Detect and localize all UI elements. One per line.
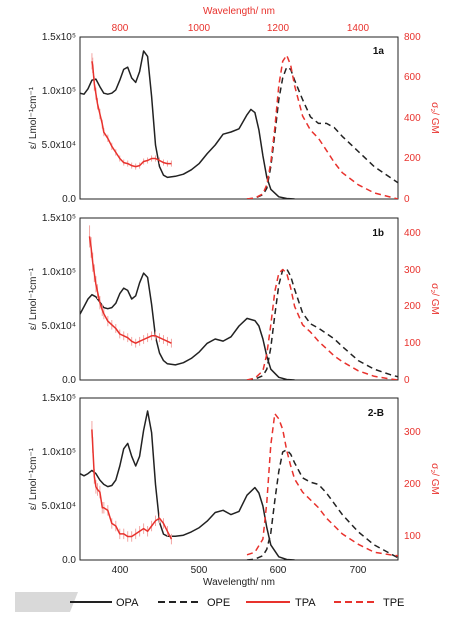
panel-1b-ytick-0: 0.0 (62, 375, 76, 386)
panel-1b-tpe-line (246, 268, 398, 380)
top-tick-1400: 1400 (347, 23, 370, 34)
panel-2b-ytick-1: 5.0x10⁴ (42, 501, 76, 512)
top-tick-1200: 1200 (267, 23, 290, 34)
panel-1b-tpa-line (88, 236, 172, 344)
panel-2b-tpe-line (246, 412, 398, 557)
x-tick-600: 600 (270, 565, 287, 576)
panel-1b-label: 1b (372, 228, 384, 239)
panel-2b: 2-B 0.0 5.0x10⁴ 1.0x10⁵ 1.5x10⁵ 100 200 … (28, 393, 440, 588)
panel-1b-rtick-3: 300 (404, 265, 421, 276)
panel-1a-ytick-3: 1.5x10⁵ (42, 32, 76, 43)
panel-1a: 1a 0.0 5.0x10⁴ 1.0x10⁵ 1.5x10⁵ 0 200 400… (28, 32, 440, 205)
panel-1b-opa-line (80, 272, 295, 380)
panel-1a-rtick-3: 600 (404, 72, 421, 83)
panel-2b-frame (79, 397, 399, 561)
panel-1b-rtick-2: 200 (404, 301, 421, 312)
panel-1a-ope-line (246, 66, 398, 199)
panel-2b-ytick-2: 1.0x10⁵ (42, 447, 76, 458)
panel-2b-ylabel-right: σ₂/ GM (429, 463, 440, 495)
panel-1a-series (80, 50, 398, 199)
panel-1b-frame (79, 217, 399, 381)
panel-1a-ytick-1: 5.0x10⁴ (42, 140, 76, 151)
panel-2b-tpa-line (91, 429, 173, 540)
panel-1b-ytick-1: 5.0x10⁴ (42, 321, 76, 332)
panel-1b-rtick-4: 400 (404, 228, 421, 239)
panel-2b-series (80, 410, 398, 560)
panel-2b-rtick-1: 200 (404, 479, 421, 490)
panel-1a-frame (79, 36, 399, 200)
panel-1b-ylabel-right: σ₂/ GM (429, 283, 440, 315)
panel-1b-ytick-2: 1.0x10⁵ (42, 267, 76, 278)
top-axis-label: Wavelength/ nm (203, 6, 275, 17)
panel-1a-ytick-0: 0.0 (62, 194, 76, 205)
x-tick-500: 500 (191, 565, 208, 576)
plot-layer (80, 50, 398, 560)
legend-band (15, 592, 78, 612)
top-tick-800: 800 (112, 23, 129, 34)
panel-1a-ylabel-left: ε/ Lmol⁻¹cm⁻¹ (28, 86, 39, 149)
panel-1a-ytick-2: 1.0x10⁵ (42, 86, 76, 97)
panel-2b-ytick-3: 1.5x10⁵ (42, 393, 76, 404)
panel-2b-ytick-0: 0.0 (62, 555, 76, 566)
panel-1a-ylabel-right: σ₂/ GM (429, 102, 440, 134)
panel-2b-ylabel-left: ε/ Lmol⁻¹cm⁻¹ (28, 447, 39, 510)
legend-tpa-label: TPA (295, 597, 316, 609)
top-tick-1000: 1000 (188, 23, 211, 34)
top-axis: Wavelength/ nm 800 1000 1200 1400 (80, 6, 398, 38)
panel-1b-series (80, 225, 398, 380)
panel-1a-rtick-1: 200 (404, 153, 421, 164)
bottom-axis-label: Wavelength/ nm (203, 577, 275, 588)
panel-1a-opa-line (80, 50, 295, 199)
panel-2b-rtick-2: 300 (404, 427, 421, 438)
panel-1b-ytick-3: 1.5x10⁵ (42, 213, 76, 224)
panel-2b-label: 2-B (368, 408, 384, 419)
legend: OPA OPE TPA TPE (15, 592, 404, 612)
panel-1b-rtick-1: 100 (404, 338, 421, 349)
panel-1b-ope-line (246, 268, 398, 380)
legend-opa-label: OPA (116, 597, 139, 609)
legend-ope-label: OPE (207, 597, 230, 609)
panel-1a-tpe-line (246, 54, 398, 199)
panel-1a-rtick-0: 0 (404, 194, 410, 205)
panel-1a-tpa-line (91, 61, 172, 168)
panel-1a-label: 1a (373, 46, 385, 57)
panel-1b-rtick-0: 0 (404, 375, 410, 386)
panel-1b: 1b 0.0 5.0x10⁴ 1.0x10⁵ 1.5x10⁵ 0 100 200… (28, 213, 440, 386)
panel-1a-rtick-4: 800 (404, 32, 421, 43)
x-tick-700: 700 (350, 565, 367, 576)
x-tick-400: 400 (112, 565, 129, 576)
legend-tpe-label: TPE (383, 597, 404, 609)
panel-2b-ope-line (246, 449, 398, 560)
panel-1a-rtick-2: 400 (404, 113, 421, 124)
panel-2b-rtick-0: 100 (404, 531, 421, 542)
panel-1b-ylabel-left: ε/ Lmol⁻¹cm⁻¹ (28, 267, 39, 330)
